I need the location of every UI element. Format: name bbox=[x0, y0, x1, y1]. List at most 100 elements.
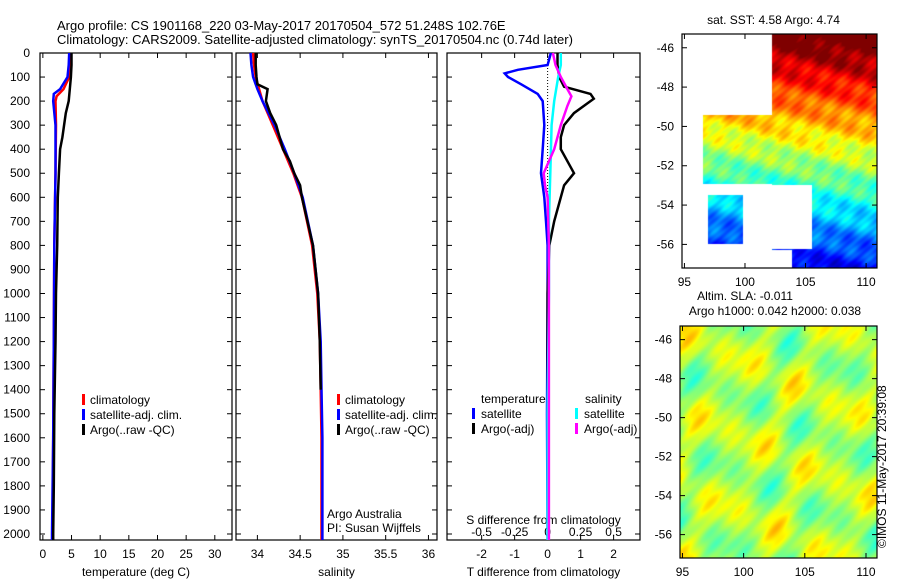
y-tick-label: -46 bbox=[657, 41, 675, 55]
map-frame bbox=[679, 325, 878, 559]
sst-map-image bbox=[682, 34, 877, 268]
y-tick-label: -48 bbox=[655, 372, 673, 386]
legend-label: satellite-adj. clim. bbox=[90, 408, 182, 422]
x-tick-label: 36 bbox=[422, 547, 436, 561]
x-tick-label: 100 bbox=[734, 565, 754, 579]
title-line-1: Argo profile: CS 1901168_220 03-May-2017… bbox=[57, 18, 506, 33]
y-tick-label: -54 bbox=[657, 198, 675, 212]
series-line-satellite-adj-clim- bbox=[249, 52, 324, 540]
y-tick-label: 1600 bbox=[3, 431, 30, 445]
plot-frame-salinity bbox=[235, 52, 438, 541]
y-tick-label: 600 bbox=[10, 190, 30, 204]
x-tick-label: 2 bbox=[610, 547, 617, 561]
x-tick-label: -2 bbox=[476, 547, 487, 561]
x-tick-label: 10 bbox=[93, 547, 107, 561]
y-tick-label: -52 bbox=[657, 159, 675, 173]
x2-tick-label: -0.25 bbox=[501, 525, 529, 539]
annotation-text: PI: Susan Wijffels bbox=[327, 521, 421, 535]
x-tick-label: 35.5 bbox=[374, 547, 398, 561]
y-tick-label: -54 bbox=[655, 489, 673, 503]
x2-tick-label: 0.5 bbox=[605, 525, 622, 539]
x2-tick-label: 0.25 bbox=[569, 525, 593, 539]
x-axis-label: T difference from climatology bbox=[467, 565, 621, 579]
x-tick-label: 25 bbox=[179, 547, 193, 561]
x-tick-label: 100 bbox=[735, 275, 755, 289]
y-tick-label: 300 bbox=[10, 118, 30, 132]
x2-tick-label: -0.5 bbox=[471, 525, 492, 539]
series-line-s-argo-adj- bbox=[542, 52, 573, 540]
x-tick-label: 20 bbox=[151, 547, 165, 561]
x-tick-label: 34 bbox=[251, 547, 265, 561]
plot-frame-difference bbox=[446, 52, 641, 541]
legend-swatch bbox=[575, 408, 578, 419]
y-tick-label: 1900 bbox=[3, 503, 30, 517]
legend-swatch bbox=[575, 423, 578, 434]
series-line-argo-raw-qc- bbox=[51, 53, 73, 540]
y-tick-label: -50 bbox=[657, 119, 675, 133]
x-axis-label: salinity bbox=[318, 565, 355, 579]
credit-text: ©IMOS 11-May-2017 20:39:08 bbox=[875, 385, 889, 548]
legend-swatch bbox=[82, 424, 85, 435]
legend-title: salinity bbox=[585, 392, 622, 406]
y-tick-label: 400 bbox=[10, 142, 30, 156]
y-tick-label: -56 bbox=[657, 237, 675, 251]
legend-swatch bbox=[82, 409, 85, 420]
y-tick-label: 1100 bbox=[4, 311, 30, 325]
y-tick-label: -50 bbox=[655, 411, 673, 425]
y-tick-label: 1000 bbox=[3, 286, 30, 300]
y-tick-label: 500 bbox=[10, 166, 30, 180]
series-line-argo-raw-qc- bbox=[254, 53, 322, 390]
x-tick-label: 30 bbox=[208, 547, 222, 561]
y-tick-label: 800 bbox=[10, 238, 30, 252]
x-axis-label: temperature (deg C) bbox=[82, 565, 190, 579]
legend-swatch bbox=[337, 424, 340, 435]
legend-label: climatology bbox=[90, 393, 150, 407]
y-tick-label: 1200 bbox=[3, 335, 30, 349]
x-tick-label: 110 bbox=[856, 565, 875, 579]
legend-title: temperature bbox=[481, 392, 546, 406]
x-tick-label: 105 bbox=[796, 275, 816, 289]
series-line-t-argo-adj- bbox=[546, 53, 596, 541]
y-tick-label: -56 bbox=[655, 528, 673, 542]
y-tick-label: 1300 bbox=[3, 359, 30, 373]
legend-label: Argo(..raw -QC) bbox=[90, 423, 175, 437]
y-tick-label: 200 bbox=[10, 94, 30, 108]
plot-frame-temperature bbox=[39, 52, 233, 541]
x-tick-label: 15 bbox=[122, 547, 136, 561]
legend-label: Argo(-adj) bbox=[584, 422, 637, 436]
legend-label: Argo(..raw -QC) bbox=[345, 423, 430, 437]
map-title: sat. SST: 4.58 Argo: 4.74 bbox=[707, 13, 840, 27]
x-tick-label: 0 bbox=[544, 547, 551, 561]
x-tick-label: 0 bbox=[40, 547, 47, 561]
y-tick-label: 100 bbox=[10, 70, 30, 84]
legend-label: satellite bbox=[481, 407, 522, 421]
y-tick-label: 1400 bbox=[3, 383, 30, 397]
y-tick-label: 1700 bbox=[3, 455, 30, 469]
map-frame bbox=[681, 33, 878, 269]
x-tick-label: 110 bbox=[857, 275, 876, 289]
legend-swatch bbox=[472, 408, 475, 419]
y-tick-label: 1500 bbox=[3, 407, 30, 421]
y-tick-label: -48 bbox=[657, 80, 675, 94]
x-tick-label: -1 bbox=[509, 547, 520, 561]
legend-label: satellite bbox=[584, 407, 625, 421]
title-line-2: Climatology: CARS2009. Satellite-adjuste… bbox=[57, 32, 573, 47]
x-tick-label: 34.5 bbox=[288, 547, 312, 561]
x-tick-label: 35 bbox=[336, 547, 350, 561]
map-title: Altim. SLA: -0.011 bbox=[697, 289, 793, 303]
y-tick-label: 0 bbox=[23, 46, 30, 60]
legend-swatch bbox=[337, 409, 340, 420]
x2-axis-label: S difference from climatology bbox=[466, 513, 621, 527]
y-tick-label: 2000 bbox=[3, 527, 30, 541]
series-line-t-satellite bbox=[502, 52, 553, 541]
annotation-text: Argo Australia bbox=[327, 507, 402, 521]
legend-label: Argo(-adj) bbox=[481, 422, 534, 436]
map-title: Argo h1000: 0.042 h2000: 0.038 bbox=[689, 304, 861, 318]
legend-swatch bbox=[472, 423, 475, 434]
y-tick-label: 900 bbox=[10, 262, 30, 276]
sla-map-image bbox=[680, 326, 877, 558]
x-tick-label: 5 bbox=[68, 547, 75, 561]
y-tick-label: -46 bbox=[655, 333, 673, 347]
